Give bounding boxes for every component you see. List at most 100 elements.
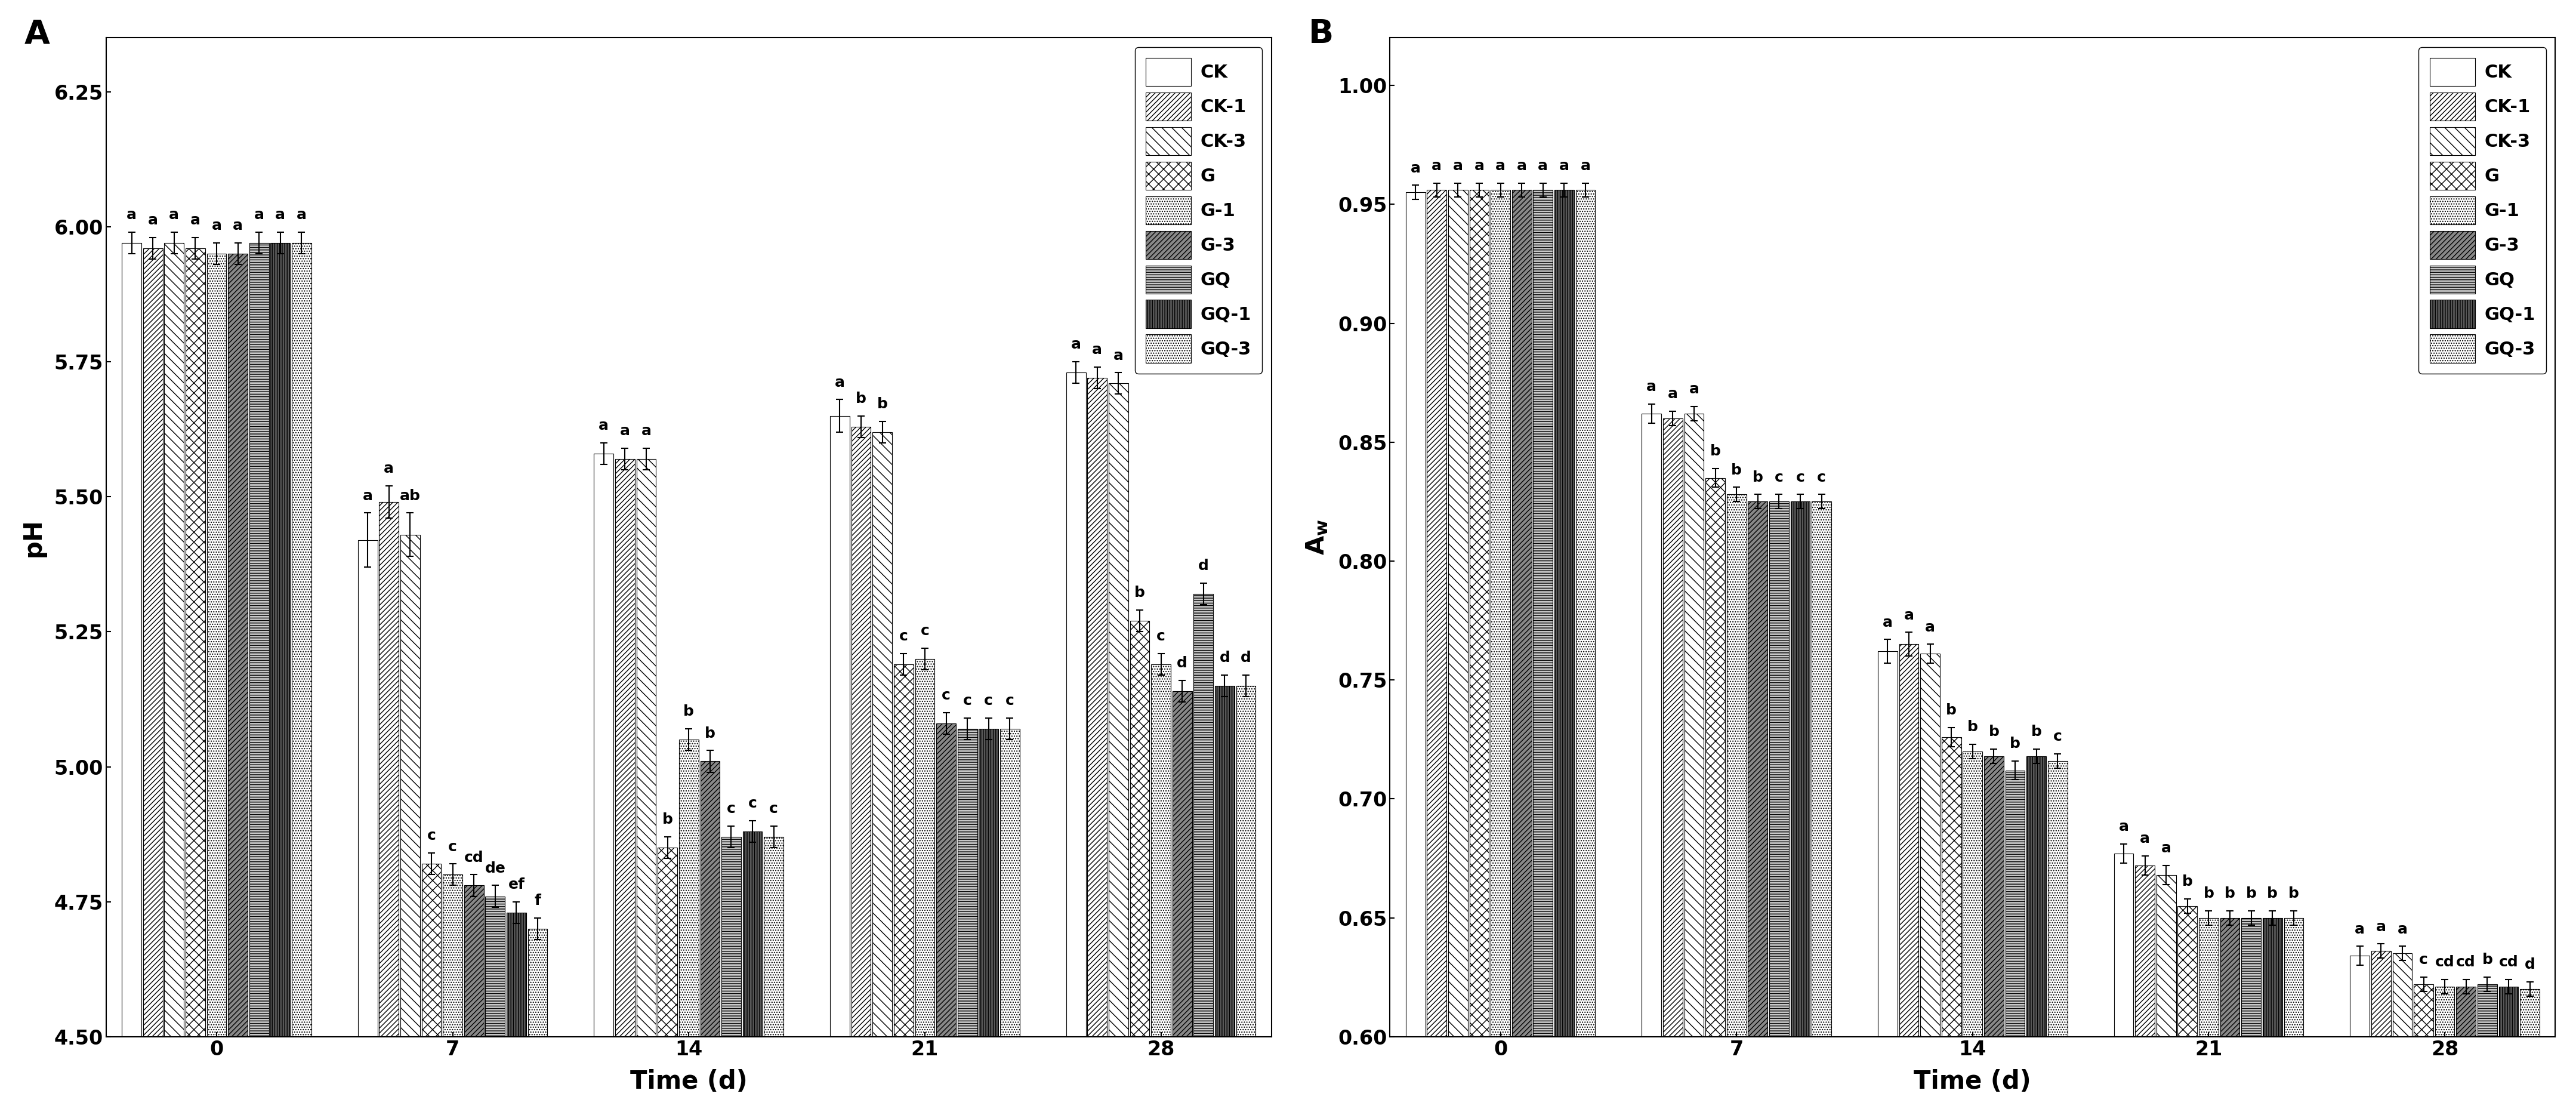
Bar xyxy=(1172,691,1193,1037)
Text: c: c xyxy=(726,802,737,816)
Bar xyxy=(829,416,850,1037)
Bar xyxy=(1963,752,1984,1037)
Text: b: b xyxy=(1752,471,1762,485)
Bar xyxy=(358,540,379,1037)
X-axis label: Time (d): Time (d) xyxy=(1914,1069,2032,1094)
Y-axis label: A$_\mathregular{w}$: A$_\mathregular{w}$ xyxy=(1303,520,1329,555)
Bar xyxy=(399,534,420,1037)
Bar xyxy=(1406,193,1425,1037)
Text: a: a xyxy=(1473,158,1484,173)
Text: b: b xyxy=(2202,886,2213,901)
Text: a: a xyxy=(126,207,137,222)
Text: c: c xyxy=(920,623,930,638)
Text: c: c xyxy=(1795,471,1806,485)
Bar xyxy=(250,243,268,1037)
Text: b: b xyxy=(1731,463,1741,477)
Bar xyxy=(1553,190,1574,1037)
Bar xyxy=(1878,651,1899,1037)
Bar xyxy=(291,243,312,1037)
Bar xyxy=(999,729,1020,1037)
Legend: CK, CK-1, CK-3, G, G-1, G-3, GQ, GQ-1, GQ-3: CK, CK-1, CK-3, G, G-1, G-3, GQ, GQ-1, G… xyxy=(1136,47,1262,374)
Bar xyxy=(1193,594,1213,1037)
Bar xyxy=(2004,770,2025,1037)
Bar xyxy=(2027,756,2045,1037)
Bar xyxy=(1685,414,1703,1037)
Bar xyxy=(1087,378,1108,1037)
Bar xyxy=(1533,190,1553,1037)
Text: cd: cd xyxy=(464,851,484,865)
Bar xyxy=(1236,686,1255,1037)
Bar xyxy=(657,847,677,1037)
Text: de: de xyxy=(484,861,505,875)
Text: a: a xyxy=(1883,615,1893,630)
Text: a: a xyxy=(835,376,845,389)
Text: a: a xyxy=(191,213,201,227)
Bar xyxy=(935,724,956,1037)
Text: c: c xyxy=(428,828,435,843)
Text: a: a xyxy=(1432,158,1443,173)
Text: a: a xyxy=(2141,832,2151,846)
Text: ab: ab xyxy=(399,488,420,503)
Text: a: a xyxy=(1072,338,1082,352)
Bar xyxy=(1790,502,1811,1037)
Text: c: c xyxy=(2419,953,2429,967)
Bar xyxy=(1984,756,2004,1037)
Bar xyxy=(1899,644,1919,1037)
Bar xyxy=(1811,502,1832,1037)
Bar xyxy=(2285,918,2303,1037)
Text: a: a xyxy=(147,213,157,227)
Bar xyxy=(2177,905,2197,1037)
Text: A: A xyxy=(26,18,49,50)
Bar xyxy=(1131,621,1149,1037)
Text: d: d xyxy=(1242,651,1252,665)
Text: a: a xyxy=(1667,387,1677,401)
Text: a: a xyxy=(211,219,222,233)
Text: cd: cd xyxy=(2458,956,2476,970)
Bar xyxy=(979,729,999,1037)
Bar xyxy=(1216,686,1234,1037)
Text: d: d xyxy=(1198,559,1208,573)
Bar xyxy=(595,454,613,1037)
Text: c: c xyxy=(984,694,992,708)
Bar xyxy=(1468,190,1489,1037)
Text: b: b xyxy=(1945,704,1958,718)
Bar xyxy=(2115,854,2133,1037)
Text: a: a xyxy=(1646,380,1656,394)
Text: a: a xyxy=(2354,922,2365,937)
Bar xyxy=(1427,190,1448,1037)
Text: b: b xyxy=(2481,953,2494,967)
Text: a: a xyxy=(1113,348,1123,362)
Bar xyxy=(721,837,742,1037)
Bar xyxy=(443,874,464,1037)
Text: a: a xyxy=(255,207,265,222)
Text: b: b xyxy=(706,726,716,740)
Text: a: a xyxy=(598,418,608,433)
Bar xyxy=(2349,956,2370,1037)
Bar xyxy=(144,249,162,1037)
Text: d: d xyxy=(2524,958,2535,972)
Text: c: c xyxy=(1157,629,1164,643)
Text: d: d xyxy=(1177,656,1188,670)
Bar xyxy=(1512,190,1533,1037)
Text: c: c xyxy=(2053,729,2061,744)
Text: a: a xyxy=(1497,158,1504,173)
Text: a: a xyxy=(1412,161,1419,175)
Bar xyxy=(206,254,227,1037)
Text: c: c xyxy=(963,694,971,708)
Text: c: c xyxy=(770,802,778,816)
Text: d: d xyxy=(1218,651,1229,665)
Bar xyxy=(2414,985,2434,1037)
Bar xyxy=(2048,760,2069,1037)
Text: b: b xyxy=(1133,585,1144,600)
Text: a: a xyxy=(621,424,631,438)
Bar xyxy=(1492,190,1510,1037)
Text: a: a xyxy=(2117,820,2128,834)
Text: a: a xyxy=(641,424,652,438)
Text: b: b xyxy=(1989,725,1999,739)
Text: a: a xyxy=(232,219,242,233)
Bar xyxy=(2478,985,2496,1037)
Bar xyxy=(165,243,183,1037)
Text: a: a xyxy=(1904,608,1914,622)
Text: c: c xyxy=(899,629,909,643)
Text: a: a xyxy=(1538,158,1548,173)
